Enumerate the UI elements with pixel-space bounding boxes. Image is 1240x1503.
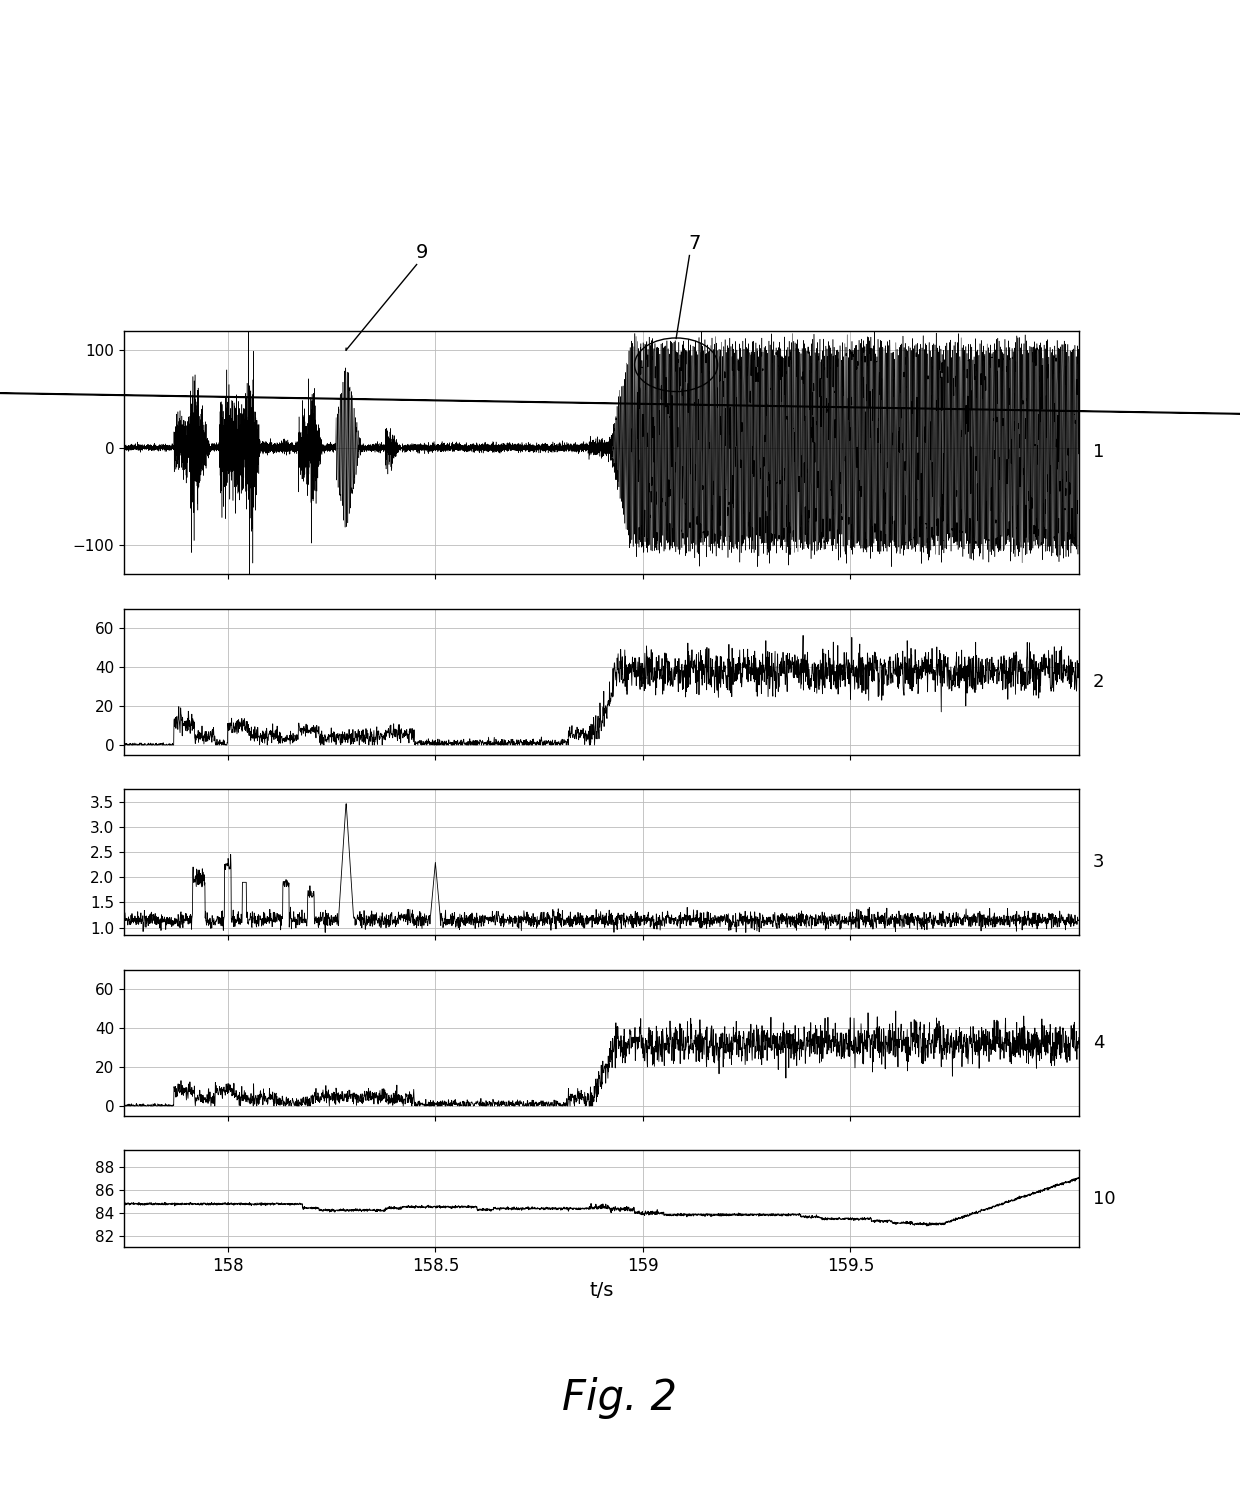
Text: 4: 4	[1094, 1034, 1105, 1052]
X-axis label: t/s: t/s	[589, 1281, 614, 1300]
Text: Fig. 2: Fig. 2	[563, 1377, 677, 1419]
Text: 9: 9	[415, 242, 428, 262]
Text: 1: 1	[1094, 443, 1105, 461]
Text: 10: 10	[1094, 1190, 1116, 1208]
Text: 3: 3	[1094, 854, 1105, 872]
Text: 7: 7	[688, 233, 701, 253]
Text: 2: 2	[1094, 673, 1105, 691]
